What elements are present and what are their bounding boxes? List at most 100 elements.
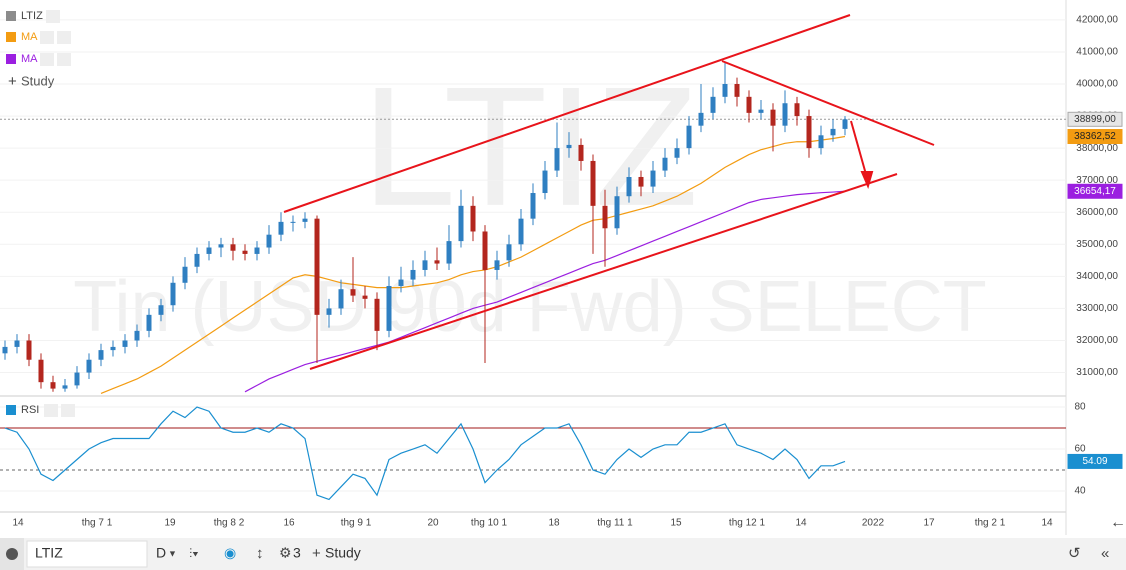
candle-body — [110, 346, 116, 351]
rsi-line — [4, 406, 846, 501]
resistance-line — [721, 60, 935, 146]
settings-button[interactable] — [40, 53, 54, 66]
y-tick-label: 34000,00 — [1076, 271, 1118, 282]
value-tag — [1067, 453, 1123, 469]
candle-body — [830, 128, 836, 136]
scroll-left-icon[interactable]: ← — [1110, 514, 1126, 531]
x-tick-label: thg 12 1 — [729, 518, 766, 529]
scale-button[interactable]: ↕ — [256, 545, 264, 562]
candle-body — [62, 385, 68, 389]
plus-icon: + — [312, 545, 321, 562]
settings-button[interactable] — [46, 10, 60, 23]
watermark-subtitle: Tin (USD 90d Fwd) SELECT — [73, 267, 987, 347]
collapse-button[interactable]: « — [1101, 545, 1109, 562]
candle-body — [470, 205, 476, 232]
x-tick-label: thg 7 1 — [82, 518, 113, 529]
legend-swatch — [6, 11, 16, 21]
candle-body — [26, 340, 32, 360]
study-button[interactable]: Study — [21, 73, 55, 88]
study-button[interactable]: Study — [325, 545, 361, 561]
channel-top — [283, 14, 851, 213]
candle-body — [530, 193, 536, 219]
candle-body — [662, 157, 668, 171]
x-tick-label: thg 11 1 — [597, 518, 633, 529]
candle-body — [2, 346, 8, 354]
reset-button[interactable]: ↺ — [1068, 545, 1081, 562]
candle-body — [254, 247, 260, 254]
x-tick-label: thg 9 1 — [341, 518, 372, 529]
candle-body — [266, 234, 272, 248]
candle-body — [698, 112, 704, 126]
dropdown-button[interactable] — [61, 404, 75, 417]
candle-body — [554, 148, 560, 171]
candle-body — [38, 359, 44, 383]
dropdown-button[interactable] — [57, 53, 71, 66]
legend-label: RSI — [21, 404, 39, 416]
candle-body — [842, 119, 848, 129]
settings-button[interactable] — [40, 31, 54, 44]
candle-body — [686, 125, 692, 149]
symbol-input[interactable] — [26, 540, 148, 568]
watermark-title: LTIZ — [362, 52, 699, 242]
x-tick-label: 18 — [548, 518, 560, 529]
indicators-icon: ⚙ — [279, 545, 292, 561]
candle-body — [494, 260, 500, 270]
candle-body — [74, 372, 80, 386]
candle-body — [410, 269, 416, 280]
dropdown-icon: ▼ — [168, 548, 177, 558]
candle-body — [734, 84, 740, 97]
candle-body — [614, 196, 620, 229]
candle-body — [482, 231, 488, 270]
candle-body — [122, 340, 128, 347]
candle-body — [578, 144, 584, 161]
value-tag — [1067, 183, 1123, 199]
candle-body — [794, 103, 800, 117]
candle-body — [326, 308, 332, 315]
candle-body — [602, 205, 608, 229]
x-tick-label: thg 10 1 — [471, 518, 508, 529]
arrow-shaft — [850, 120, 868, 179]
candle-body — [458, 205, 464, 242]
candle-body — [362, 295, 368, 299]
y-tick-label: 40000,00 — [1076, 79, 1118, 90]
candle-body — [638, 176, 644, 187]
ma-line — [244, 190, 846, 393]
candle-body — [194, 253, 200, 267]
value-tag-label: 38362,52 — [1074, 131, 1116, 142]
y-tick-label: 40 — [1074, 486, 1086, 497]
interval-button[interactable]: D — [156, 545, 166, 561]
candle-body — [674, 148, 680, 158]
value-tag-label: 36654,17 — [1074, 186, 1116, 197]
candle-body — [590, 160, 596, 206]
candle-body — [290, 221, 296, 223]
x-tick-label: 17 — [923, 518, 935, 529]
legend-swatch — [6, 54, 16, 64]
y-tick-label: 32000,00 — [1076, 335, 1118, 346]
candle-body — [50, 382, 56, 389]
candle-body — [746, 96, 752, 113]
candle-body — [806, 116, 812, 149]
x-tick-label: 2022 — [862, 518, 885, 529]
candle-body — [650, 170, 656, 187]
candle-body — [518, 218, 524, 245]
candle-body — [98, 350, 104, 360]
candle-body — [374, 298, 380, 331]
candle-body — [770, 109, 776, 126]
dropdown-button[interactable] — [57, 31, 71, 44]
candle-body — [434, 260, 440, 264]
candle-body — [314, 218, 320, 315]
indicators-button[interactable]: 3 — [293, 545, 301, 561]
y-tick-label: 35000,00 — [1076, 239, 1118, 250]
visibility-button[interactable]: ◉ — [224, 545, 236, 561]
symbol-text: LTIZ — [35, 545, 63, 561]
x-tick-label: 14 — [12, 518, 24, 529]
candle-body — [398, 279, 404, 286]
x-tick-label: 15 — [670, 518, 682, 529]
candle-body — [206, 247, 212, 254]
settings-button[interactable] — [44, 404, 58, 417]
candle-body — [158, 305, 164, 315]
legend-label: MA — [21, 53, 38, 65]
candle-body — [446, 241, 452, 264]
chart-type-button[interactable]: ⫶▾ — [189, 545, 199, 560]
